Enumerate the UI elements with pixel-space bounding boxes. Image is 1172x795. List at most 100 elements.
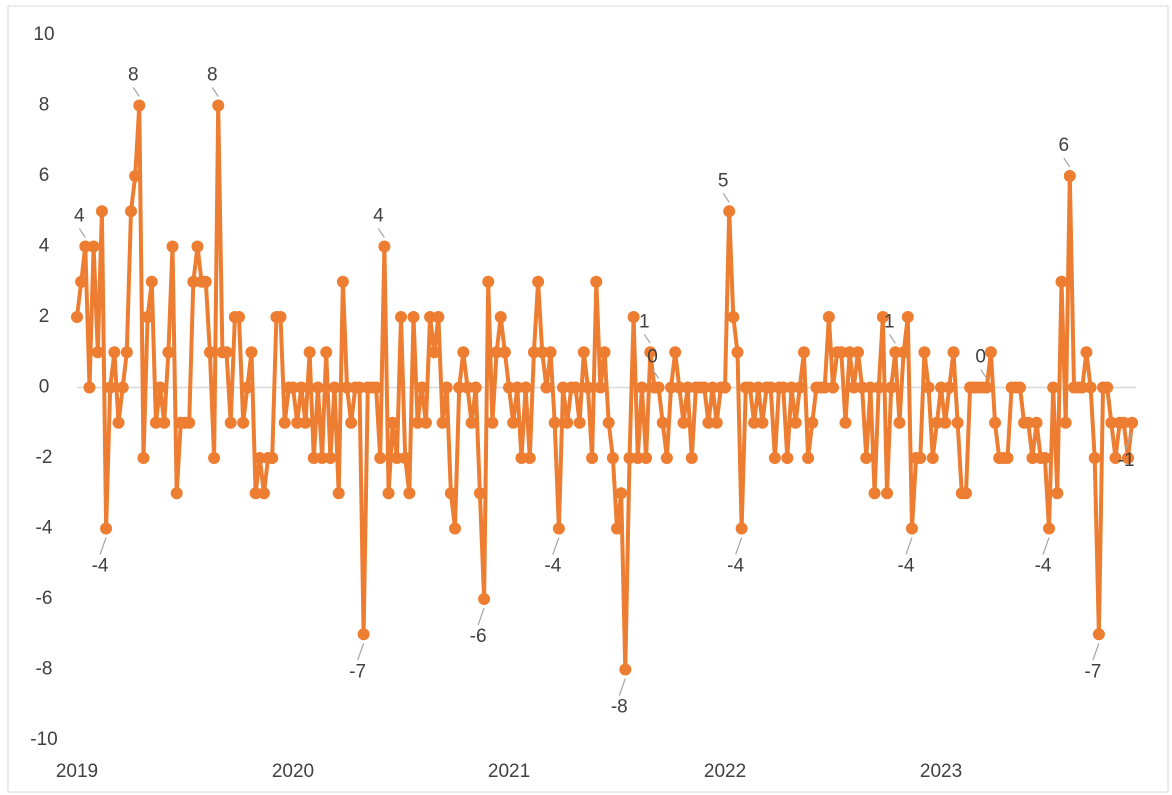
point bbox=[989, 416, 1002, 429]
leader-line bbox=[132, 87, 140, 97]
y-tick-label: 6 bbox=[39, 165, 50, 186]
point bbox=[619, 663, 632, 676]
point bbox=[1051, 487, 1064, 500]
point bbox=[926, 452, 939, 464]
point bbox=[449, 522, 462, 535]
point bbox=[935, 381, 948, 394]
point bbox=[498, 346, 511, 359]
leader-line bbox=[1042, 537, 1050, 555]
point bbox=[544, 346, 557, 359]
x-tick-label: 2021 bbox=[488, 761, 530, 782]
point bbox=[623, 452, 636, 464]
point bbox=[1055, 275, 1068, 288]
point bbox=[191, 240, 204, 253]
point bbox=[1030, 416, 1043, 429]
point bbox=[677, 416, 690, 429]
point bbox=[860, 452, 873, 464]
leader-line bbox=[905, 537, 913, 555]
point bbox=[615, 487, 628, 500]
point bbox=[1013, 381, 1026, 394]
data-label: -6 bbox=[470, 626, 487, 647]
point bbox=[723, 205, 736, 218]
point bbox=[478, 593, 491, 605]
point bbox=[577, 346, 590, 359]
point bbox=[881, 487, 894, 500]
point bbox=[444, 487, 457, 500]
leader-line bbox=[377, 228, 385, 238]
point bbox=[847, 381, 860, 394]
point bbox=[307, 452, 320, 464]
point bbox=[914, 452, 927, 464]
point bbox=[665, 381, 678, 394]
point bbox=[1109, 452, 1122, 464]
data-label: -8 bbox=[611, 697, 628, 718]
point bbox=[266, 452, 279, 464]
point bbox=[370, 381, 383, 394]
data-label: -1 bbox=[1118, 450, 1135, 471]
point bbox=[552, 522, 565, 535]
leader-line bbox=[722, 192, 730, 203]
point bbox=[922, 381, 935, 394]
leader-line bbox=[980, 369, 988, 379]
point bbox=[644, 346, 657, 359]
point bbox=[1059, 416, 1072, 429]
leader-line bbox=[78, 228, 86, 238]
point bbox=[893, 416, 906, 429]
data-label: 8 bbox=[207, 65, 218, 86]
point bbox=[303, 346, 316, 359]
point bbox=[399, 452, 412, 464]
point bbox=[419, 416, 432, 429]
point bbox=[631, 452, 644, 464]
point bbox=[827, 381, 840, 394]
leader-line bbox=[1092, 643, 1100, 661]
point bbox=[245, 346, 258, 359]
point bbox=[515, 452, 528, 464]
point bbox=[494, 311, 507, 323]
point bbox=[415, 381, 428, 394]
point bbox=[1026, 452, 1039, 464]
leader-line bbox=[211, 87, 219, 97]
point bbox=[598, 346, 611, 359]
point bbox=[586, 452, 599, 464]
point bbox=[1038, 452, 1051, 464]
point bbox=[1092, 628, 1105, 641]
point bbox=[141, 311, 154, 323]
point bbox=[856, 381, 869, 394]
point bbox=[868, 487, 881, 500]
point bbox=[390, 452, 403, 464]
point bbox=[793, 381, 806, 394]
leader-line bbox=[888, 333, 896, 344]
y-tick-label: -8 bbox=[36, 659, 53, 680]
y-tick-label: 8 bbox=[39, 95, 50, 116]
point bbox=[980, 381, 993, 394]
y-tick-label: 2 bbox=[39, 306, 50, 327]
leader-line bbox=[652, 369, 660, 379]
point bbox=[457, 346, 470, 359]
point bbox=[611, 522, 624, 535]
point bbox=[635, 381, 648, 394]
leader-line bbox=[1125, 431, 1133, 449]
point bbox=[839, 416, 852, 429]
point bbox=[777, 381, 790, 394]
point bbox=[748, 416, 761, 429]
point bbox=[706, 381, 719, 394]
data-label: -7 bbox=[349, 661, 366, 682]
point bbox=[440, 381, 453, 394]
point bbox=[336, 275, 349, 288]
point bbox=[386, 416, 399, 429]
point bbox=[224, 416, 237, 429]
leader-line bbox=[1063, 157, 1071, 168]
point bbox=[154, 381, 167, 394]
point bbox=[735, 522, 748, 535]
data-label: 0 bbox=[975, 347, 986, 368]
point bbox=[100, 522, 113, 535]
point bbox=[536, 346, 549, 359]
y-tick-label: 4 bbox=[39, 236, 50, 257]
point bbox=[685, 452, 698, 464]
point bbox=[822, 311, 835, 323]
point bbox=[939, 416, 952, 429]
point bbox=[249, 487, 262, 500]
point bbox=[1101, 381, 1114, 394]
point bbox=[519, 381, 532, 394]
point bbox=[129, 170, 142, 182]
